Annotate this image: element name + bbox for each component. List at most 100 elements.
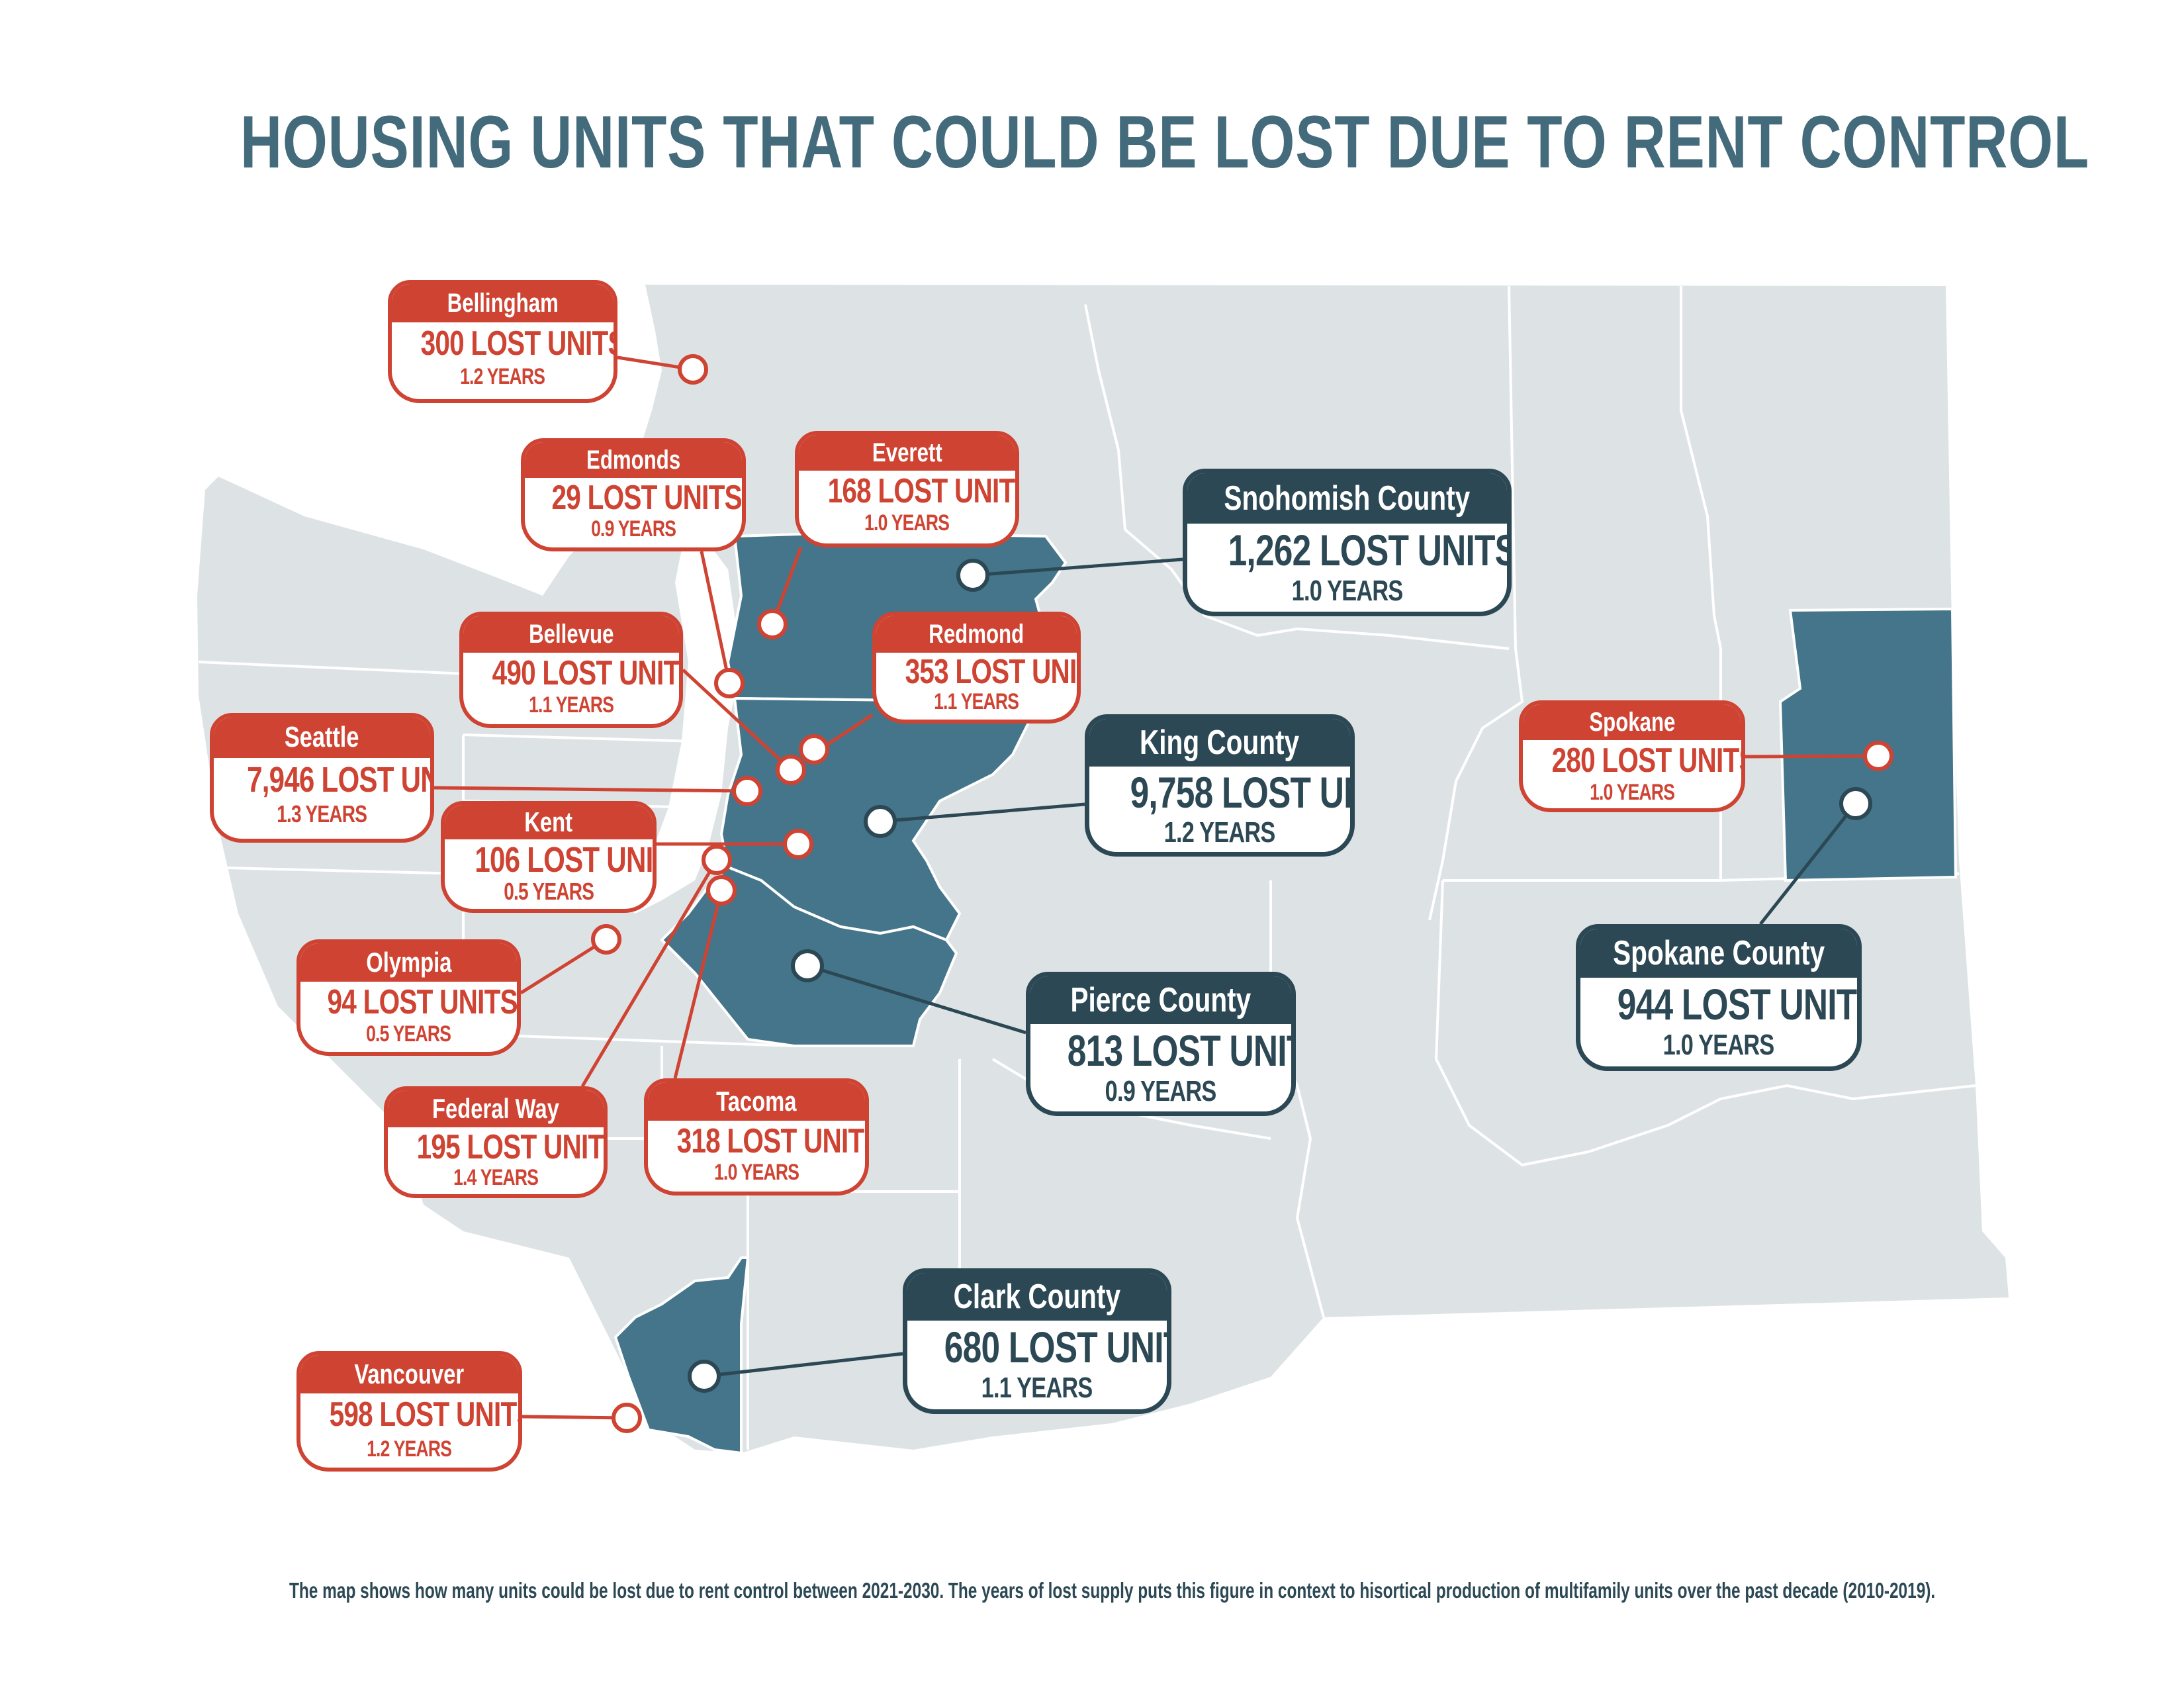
callout-spokane-county: Spokane County 944 LOST UNITS 1.0 YEARS [1576,924,1862,1071]
marker-redmond [799,734,829,765]
city-years: 1.3 YEARS [277,800,367,827]
city-name: Everett [872,438,942,467]
county-name: Snohomish County [1224,479,1471,518]
county-years: 0.9 YEARS [1105,1075,1217,1107]
city-name: Federal Way [432,1093,559,1124]
callout-kent: Kent 106 LOST UNITS 0.5 YEARS [441,801,657,913]
leader-edmonds [700,551,731,684]
callout-edmonds: Edmonds 29 LOST UNITS 0.9 YEARS [521,438,746,551]
marker-edmonds [714,668,745,698]
callout-king-county: King County 9,758 LOST UNITS 1.2 YEARS [1085,714,1355,857]
city-units: 280 LOST UNITS [1551,741,1745,780]
city-name: Edmonds [586,445,681,475]
city-units: 7,946 LOST UNITS [247,760,430,800]
county-name: Pierce County [1070,981,1251,1019]
callout-spokane: Spokane 280 LOST UNITS 1.0 YEARS [1519,700,1745,812]
city-name: Bellevue [528,619,614,649]
footnote-text: The map shows how many units could be lo… [289,1578,1936,1603]
city-name: Redmond [929,619,1024,649]
city-units: 195 LOST UNITS [416,1128,608,1166]
city-years: 1.2 YEARS [460,364,545,389]
city-units: 168 LOST UNITS [827,472,1019,510]
city-units: 94 LOST UNITS [327,983,518,1021]
city-name: Seattle [285,721,359,753]
marker-bellevue [776,755,806,785]
county-years: 1.0 YEARS [1291,575,1404,607]
callout-vancouver: Vancouver 598 LOST UNITS 1.2 YEARS [296,1351,522,1472]
city-years: 0.5 YEARS [503,878,594,905]
county-units: 813 LOST UNITS [1067,1026,1291,1075]
leader-seattle [433,786,748,793]
leader-tacoma [673,890,723,1079]
county-years: 1.0 YEARS [1663,1029,1775,1061]
city-years: 0.9 YEARS [590,516,676,541]
city-years: 1.0 YEARS [864,510,950,536]
county-units: 680 LOST UNITS [944,1323,1167,1372]
city-name: Spokane [1588,707,1676,737]
marker-everett [757,609,788,639]
callout-redmond: Redmond 353 LOST UNITS 1.1 YEARS [872,612,1081,724]
callout-olympia: Olympia 94 LOST UNITS 0.5 YEARS [296,939,521,1056]
city-units: 490 LOST UNITS [492,654,683,692]
clark-county-shape [614,1256,750,1455]
marker-federal-way [702,845,732,875]
marker-seattle [732,776,762,806]
marker-king-county [864,805,897,838]
callout-seattle: Seattle 7,946 LOST UNITS 1.3 YEARS [210,713,434,843]
city-years: 1.1 YEARS [934,689,1019,714]
county-units: 9,758 LOST UNITS [1130,768,1350,817]
city-name: Bellingham [447,288,559,318]
marker-vancouver [612,1403,642,1433]
leader-clark-county [704,1352,903,1378]
callout-clark-county: Clark County 680 LOST UNITS 1.1 YEARS [903,1268,1171,1414]
city-years: 1.1 YEARS [528,692,614,718]
county-years: 1.1 YEARS [981,1372,1093,1404]
marker-snohomish-county [956,559,989,592]
city-units: 300 LOST UNITS [420,324,617,363]
marker-pierce-county [791,949,824,982]
callout-bellingham: Bellingham 300 LOST UNITS 1.2 YEARS [388,280,617,403]
marker-olympia [591,924,621,955]
marker-spokane [1863,741,1893,771]
city-units: 29 LOST UNITS [551,479,742,517]
city-years: 1.4 YEARS [453,1165,539,1190]
marker-bellingham [678,354,708,385]
leader-spokane [1745,754,1879,759]
county-years: 1.2 YEARS [1164,816,1276,849]
callout-snohomish-county: Snohomish County 1,262 LOST UNITS 1.0 YE… [1183,469,1512,616]
leader-vancouver [522,1415,627,1420]
city-units: 598 LOST UNITS [329,1395,522,1434]
county-units: 944 LOST UNITS [1617,980,1862,1029]
callout-tacoma: Tacoma 318 LOST UNITS 1.0 YEARS [644,1078,869,1196]
footnote: The map shows how many units could be lo… [0,1578,2184,1603]
leader-federal-way [580,859,719,1088]
callout-pierce-county: Pierce County 813 LOST UNITS 0.9 YEARS [1026,972,1296,1116]
county-name: Spokane County [1612,934,1825,972]
city-units: 318 LOST UNITS [676,1122,869,1160]
spokane-county-shape [1778,607,1958,882]
city-years: 1.2 YEARS [367,1436,452,1462]
leader-bellevue [682,669,792,771]
callout-federal-way: Federal Way 195 LOST UNITS 1.4 YEARS [384,1086,608,1198]
county-units: 1,262 LOST UNITS [1228,526,1512,575]
page-title: HOUSING UNITS THAT COULD BE LOST DUE TO … [240,101,2089,183]
city-name: Olympia [365,947,452,978]
marker-kent [783,829,813,859]
leader-king-county [880,802,1085,823]
city-years: 1.0 YEARS [713,1160,799,1185]
county-name: Clark County [953,1278,1121,1316]
callout-everett: Everett 168 LOST UNITS 1.0 YEARS [795,431,1019,547]
city-units: 106 LOST UNITS [475,840,653,880]
marker-tacoma [706,875,737,906]
city-name: Kent [524,806,573,837]
leader-olympia [520,937,608,995]
callout-bellevue: Bellevue 490 LOST UNITS 1.1 YEARS [459,612,683,728]
leader-snohomish-county [972,557,1183,577]
city-years: 1.0 YEARS [1589,780,1675,805]
marker-spokane-county [1839,787,1872,820]
city-name: Vancouver [354,1358,465,1389]
leader-spokane-county [1759,802,1857,925]
marker-clark-county [688,1360,721,1393]
city-years: 0.5 YEARS [366,1021,451,1047]
county-name: King County [1140,724,1300,762]
